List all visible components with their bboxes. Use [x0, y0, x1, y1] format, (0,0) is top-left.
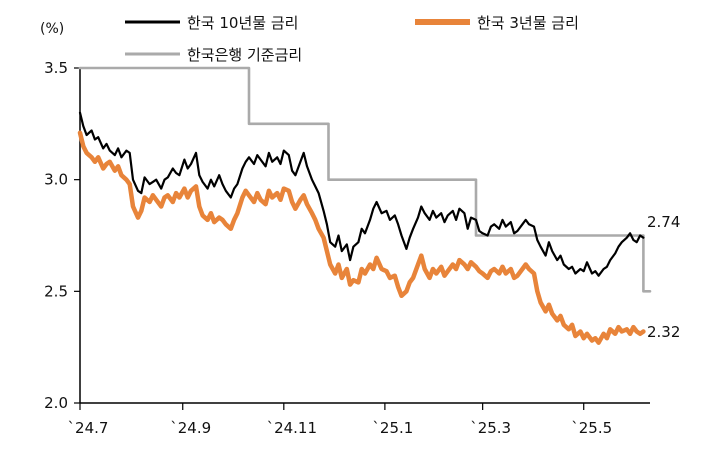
y-tick-label: 2.5 [44, 282, 68, 300]
x-tick-label: `25.5 [571, 419, 612, 437]
series-line-base-rate [78, 66, 652, 293]
series-line-10y [78, 111, 645, 277]
end-label-3y: 2.32 [647, 323, 680, 341]
y-tick-label: 3.0 [44, 171, 68, 189]
x-tick-label: `24.7 [68, 419, 109, 437]
x-tick-label: `25.1 [372, 419, 413, 437]
legend-label-base-rate: 한국은행 기준금리 [187, 46, 302, 64]
legend: 한국 10년물 금리 한국 3년물 금리 한국은행 기준금리 [125, 14, 579, 64]
legend-label-3y: 한국 3년물 금리 [477, 14, 579, 32]
end-label-10y: 2.74 [647, 213, 680, 231]
series-line-3y [77, 130, 646, 345]
x-tick-label: `24.9 [170, 419, 211, 437]
legend-label-10y: 한국 10년물 금리 [187, 14, 298, 32]
y-tick-label: 2.0 [44, 394, 68, 412]
x-tick-label: `24.11 [267, 419, 317, 437]
x-tick-label: `25.3 [470, 419, 511, 437]
y-axis-ticks: 3.5 3.0 2.5 2.0 [44, 59, 80, 412]
y-tick-label: 3.5 [44, 59, 68, 77]
series-layer [77, 66, 652, 345]
x-axis-ticks: `24.7 `24.9 `24.11 `25.1 `25.3 `25.5 [68, 403, 612, 437]
y-unit-label: (%) [40, 21, 64, 37]
